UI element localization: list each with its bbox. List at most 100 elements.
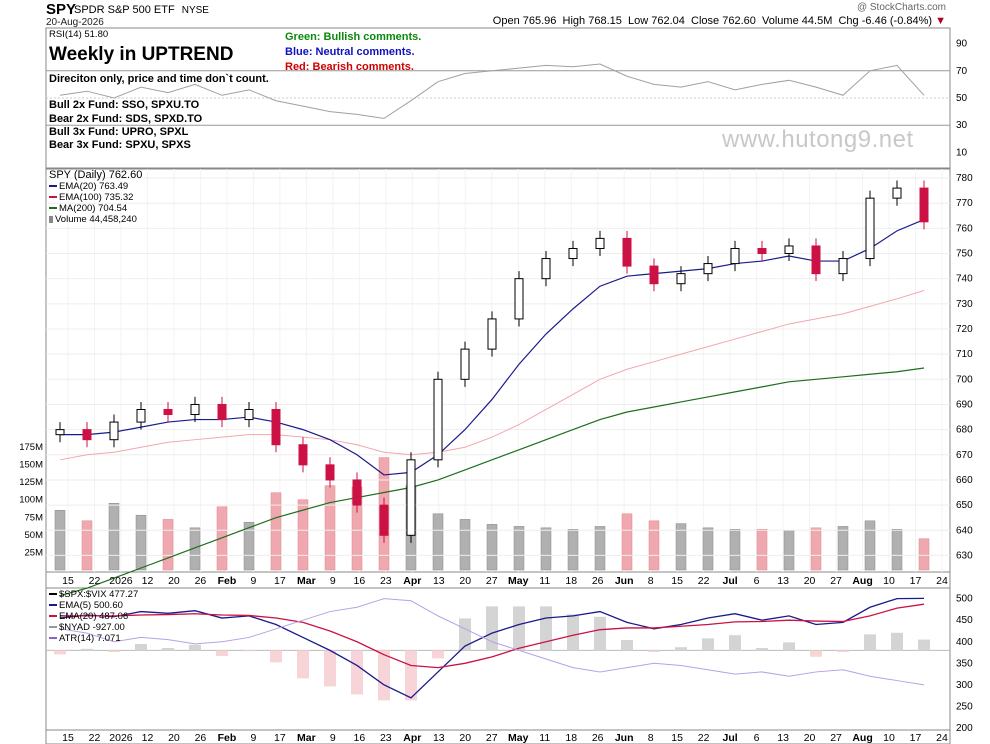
volume-bar-21: [621, 513, 633, 571]
date-tick-bottom-32: 17: [910, 732, 922, 744]
nyad-bar-28: [810, 650, 822, 657]
rsi-tick-30: 30: [956, 120, 968, 131]
date-tick-bottom-31: 10: [883, 732, 895, 744]
candle-body-2: [109, 421, 119, 441]
nyad-bar-11: [351, 650, 363, 695]
date-tick-top-9: Mar: [297, 575, 316, 587]
date-tick-top-5: 26: [195, 575, 207, 587]
date-tick-top-12: 23: [380, 575, 392, 587]
volume-bar-22: [648, 520, 660, 571]
date-tick-top-17: May: [508, 575, 529, 587]
disclaimer-text: Direciton only, price and time don`t cou…: [49, 73, 269, 85]
candle-body-0: [55, 429, 65, 436]
candle-body-31: [892, 187, 902, 199]
legend-ema100: EMA(100) 735.32: [49, 192, 142, 203]
date-tick-bottom-13: Apr: [403, 732, 421, 744]
date-tick-bottom-9: Mar: [297, 732, 316, 744]
rsi-line: [59, 63, 925, 119]
date-tick-top-8: 17: [274, 575, 286, 587]
volume-tick-25M: 25M: [25, 547, 44, 558]
security-name: SPDR S&P 500 ETF NYSE: [74, 4, 209, 16]
spx-vix-swatch: [49, 593, 57, 596]
legend-volume: Volume 44,458,240: [49, 214, 142, 225]
date-tick-bottom-14: 13: [433, 732, 445, 744]
nyad-bar-29: [837, 650, 849, 652]
price-tick-730: 730: [956, 299, 973, 310]
candle-body-1: [82, 429, 92, 441]
date-tick-bottom-12: 23: [380, 732, 392, 744]
nyad-bar-23: [675, 647, 687, 651]
breadth-tick-250: 250: [956, 701, 973, 712]
date-tick-top-23: 15: [671, 575, 683, 587]
ma200-line: [59, 367, 925, 597]
volume-bar-32: [918, 538, 930, 571]
candle-body-16: [487, 318, 497, 350]
nyad-bar-10: [324, 650, 336, 687]
open-label: Open: [492, 15, 520, 27]
date-tick-top-25: Jul: [723, 575, 738, 587]
volume-bar-17: [513, 526, 525, 571]
price-tick-760: 760: [956, 223, 973, 234]
nyad-bar-32: [918, 639, 930, 651]
candle-body-8: [271, 408, 281, 446]
date-tick-top-30: Aug: [852, 575, 872, 587]
volume-label: Volume: [762, 15, 799, 27]
date-tick-bottom-25: Jul: [723, 732, 738, 744]
date-tick-bottom-20: 26: [592, 732, 604, 744]
price-tick-640: 640: [956, 525, 973, 536]
rsi-tick-90: 90: [956, 39, 968, 50]
date-tick-bottom-21: Jun: [615, 732, 634, 744]
nyad-bar-3: [135, 643, 147, 651]
exchange-name: NYSE: [181, 5, 209, 16]
date-tick-top-6: Feb: [218, 575, 237, 587]
ticker-symbol: SPY: [46, 1, 77, 18]
candle-body-6: [217, 403, 227, 421]
volume-bar-10: [324, 485, 336, 571]
date-tick-bottom-2: 2026: [109, 732, 133, 744]
volume-bar-4: [162, 519, 174, 571]
date-tick-bottom-5: 26: [195, 732, 207, 744]
breadth-tick-400: 400: [956, 637, 973, 648]
candle-body-11: [352, 479, 362, 506]
legend-ema20b: EMA(20) 487.06: [49, 611, 138, 622]
candle-body-25: [730, 247, 740, 265]
breadth-tick-200: 200: [956, 723, 973, 734]
volume-bar-19: [567, 528, 579, 571]
nyad-bar-25: [729, 635, 741, 651]
breadth-tick-300: 300: [956, 680, 973, 691]
date-tick-bottom-0: 15: [62, 732, 74, 744]
fund-line-3: Bull 3x Fund: UPRO, SPXL: [49, 126, 189, 138]
ema100-line: [59, 290, 925, 461]
candle-body-7: [244, 408, 254, 421]
neutral-note: Blue: Neutral comments.: [285, 46, 415, 58]
down-arrow-icon: ▼: [935, 15, 946, 27]
date-tick-top-26: 6: [754, 575, 760, 587]
volume-bar-15: [459, 519, 471, 571]
volume-bar-0: [54, 510, 66, 571]
nyad-bar-19: [567, 614, 579, 651]
volume-label: Volume 44,458,240: [55, 214, 137, 225]
date-tick-top-24: 22: [698, 575, 710, 587]
nyad-bar-2: [108, 650, 120, 652]
candle-body-24: [703, 263, 713, 275]
date-tick-top-19: 18: [565, 575, 577, 587]
date-tick-top-31: 10: [883, 575, 895, 587]
date-tick-bottom-6: Feb: [218, 732, 237, 744]
date-tick-bottom-11: 16: [353, 732, 365, 744]
atr-swatch: [49, 637, 57, 640]
date-tick-bottom-26: 6: [754, 732, 760, 744]
bearish-note: Red: Bearish comments.: [285, 61, 414, 73]
high-label: High: [562, 15, 586, 27]
change-label: Chg: [838, 15, 859, 27]
price-tick-660: 660: [956, 475, 973, 486]
date-strip-top: [45, 571, 951, 589]
candle-body-9: [298, 444, 308, 466]
volume-bar-7: [243, 521, 255, 571]
fund-line-2: Bear 2x Fund: SDS, SPXD.TO: [49, 113, 203, 125]
price-tick-740: 740: [956, 274, 973, 285]
legend-spx-vix: $SPX:$VIX 477.27: [49, 589, 138, 600]
low-label: Low: [628, 15, 649, 27]
ema20-line: [60, 218, 925, 476]
volume-bar-3: [135, 514, 147, 571]
candle-body-17: [514, 278, 524, 320]
